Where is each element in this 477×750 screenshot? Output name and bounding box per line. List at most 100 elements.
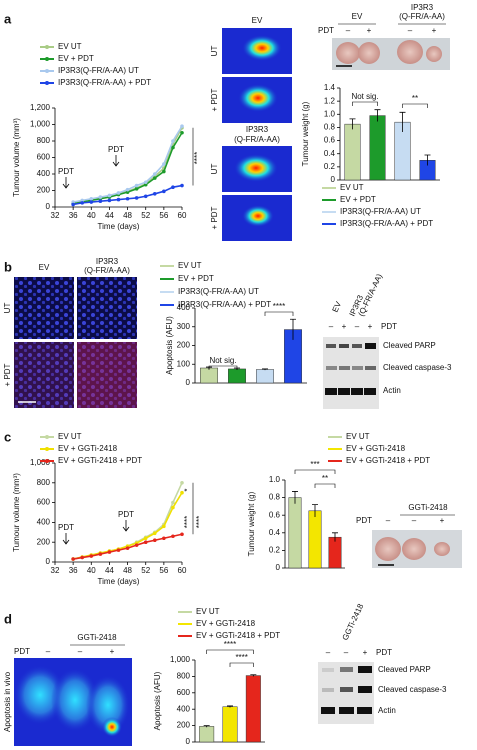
point [98, 199, 103, 204]
x-axis-label: Time (days) [98, 222, 140, 231]
legend-marker [45, 459, 49, 463]
sign: – [78, 647, 83, 656]
image-label: (Q-FR/A-AA) [84, 266, 130, 275]
legend-marker [45, 69, 49, 73]
group-label: GGTi-2418 [341, 602, 366, 642]
point [171, 534, 175, 539]
sign: – [355, 322, 360, 331]
point [116, 191, 121, 195]
y-tick-label: 800 [37, 136, 51, 145]
y-tick-label: 200 [177, 721, 191, 730]
treatment-label: PDT [356, 516, 372, 525]
treatment-label: PDT [14, 647, 30, 656]
sign: – [408, 26, 413, 35]
row-label: + PDT [210, 88, 219, 111]
error-bar [290, 318, 296, 340]
sign: + [367, 26, 372, 35]
significance: **** [235, 653, 247, 662]
point [107, 193, 112, 198]
sign: + [363, 648, 368, 657]
point [143, 182, 148, 187]
x-tick-label: 36 [69, 566, 78, 575]
image-label: EV [252, 16, 263, 25]
image-label: IP3R3 [246, 125, 269, 134]
y-tick-label: 600 [177, 688, 191, 697]
legend-label: EV + GGTi-2418 [196, 619, 256, 628]
legend-marker [45, 45, 49, 49]
treatment-label: PDT [381, 322, 397, 331]
point [162, 189, 166, 194]
annotation: PDT [108, 145, 124, 154]
x-tick-label: 60 [178, 566, 187, 575]
band-label: Cleaved PARP [378, 665, 431, 674]
x-tick-label: 48 [123, 566, 132, 575]
significance: * [183, 488, 192, 491]
y-tick-label: 0 [276, 563, 281, 572]
point [80, 201, 85, 205]
arrow [112, 155, 120, 167]
error-bar [374, 109, 381, 122]
y-tick-label: 1,000 [30, 120, 51, 129]
y-tick-label: 200 [37, 186, 51, 195]
significance-bracket [294, 469, 336, 474]
legend-label: IP3R3(Q-FR/A-AA) + PDT [58, 78, 151, 87]
annotation: PDT [58, 167, 74, 176]
point [180, 130, 184, 135]
sign: – [46, 647, 51, 656]
bar [256, 369, 274, 384]
legend-label: EV + GGTi-2418 + PDT [58, 456, 142, 465]
point [134, 543, 139, 547]
arrow [62, 533, 70, 545]
point [107, 198, 112, 203]
group-label: (Q-FR/A-AA) [357, 272, 385, 318]
bar [199, 726, 215, 743]
error-bar [332, 532, 338, 542]
point [134, 187, 139, 191]
legend-label: IP3R3(Q-FR/A-AA) UT [340, 207, 421, 216]
point [71, 202, 75, 207]
fluorescence-images [14, 277, 137, 408]
point [116, 197, 121, 202]
y-tick-label: 800 [37, 478, 51, 487]
legend-label: EV + PDT [58, 54, 94, 63]
point [71, 200, 75, 204]
point [98, 552, 103, 556]
error-bar [292, 491, 298, 504]
y-axis-label: Apoptosis (AFU) [165, 316, 174, 375]
significance: **** [273, 302, 285, 311]
annotation: PDT [118, 510, 134, 519]
bar [200, 367, 218, 384]
y-axis-label: Tumour volume (mm³) [12, 473, 21, 552]
bar [328, 536, 342, 569]
significance: **** [193, 152, 202, 164]
y-tick-label: 0 [186, 737, 191, 746]
legend-marker [45, 435, 49, 439]
x-tick-label: 32 [51, 211, 60, 220]
legend-label: EV + GGTi-2418 + PDT [196, 631, 280, 640]
panel-label: d [4, 611, 12, 626]
point [162, 524, 166, 529]
x-tick-label: 32 [51, 566, 60, 575]
y-tick-label: 1.2 [324, 96, 336, 105]
x-tick-label: 52 [141, 566, 150, 575]
y-tick-label: 0 [46, 202, 51, 211]
point [143, 540, 148, 544]
y-tick-label: 0.8 [324, 123, 336, 132]
point [134, 196, 139, 200]
error-bar [312, 504, 318, 517]
legend-label: EV + GGTi-2418 [346, 444, 406, 453]
significance-bracket [314, 483, 336, 488]
point [171, 500, 175, 505]
sign: – [344, 648, 349, 657]
point [152, 176, 157, 180]
significance: *** [310, 460, 319, 469]
point [125, 190, 130, 194]
x-tick-label: 60 [178, 211, 187, 220]
y-tick-label: 1,000 [170, 655, 191, 664]
point [180, 532, 184, 537]
y-tick-label: 0 [331, 175, 336, 184]
legend-label: EV UT [340, 183, 364, 192]
panel-label: b [4, 259, 12, 274]
y-tick-label: 1.0 [324, 109, 336, 118]
y-tick-label: 600 [37, 153, 51, 162]
